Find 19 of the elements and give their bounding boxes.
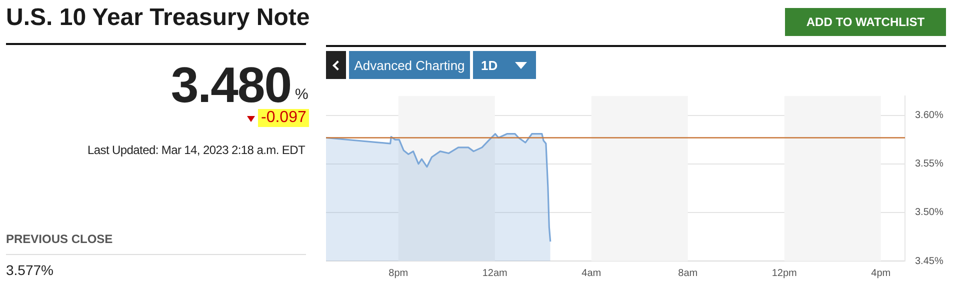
chart-title: U.S. 10 Year Treasury Note — [6, 4, 310, 32]
y-tick-label: 3.55% — [915, 158, 944, 170]
text: 3.577% — [6, 262, 54, 278]
x-tick-label: 8am — [678, 268, 698, 279]
text: 1D — [473, 51, 536, 79]
x-tick-label: 12am — [482, 268, 508, 279]
text: Last Updated: Mar 14, 2023 2:18 a.m. EDT — [88, 143, 305, 157]
y-tick-label: 3.45% — [915, 256, 944, 267]
x-tick-label: 4pm — [871, 268, 891, 279]
text: % — [295, 86, 308, 103]
x-tick-label: 8pm — [388, 268, 408, 279]
text: PREVIOUS CLOSE — [6, 232, 113, 246]
text: Advanced Charting — [349, 51, 470, 79]
text: -0.097 — [258, 109, 310, 127]
y-tick-label: 3.60% — [915, 110, 944, 122]
text: ADD TO WATCHLIST — [785, 8, 946, 36]
x-tick-label: 4am — [582, 268, 602, 279]
x-tick-label: 12pm — [772, 268, 797, 279]
y-tick-label: 3.50% — [915, 207, 944, 218]
